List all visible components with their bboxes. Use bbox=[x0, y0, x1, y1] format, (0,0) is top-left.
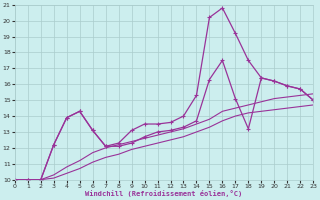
X-axis label: Windchill (Refroidissement éolien,°C): Windchill (Refroidissement éolien,°C) bbox=[85, 190, 243, 197]
